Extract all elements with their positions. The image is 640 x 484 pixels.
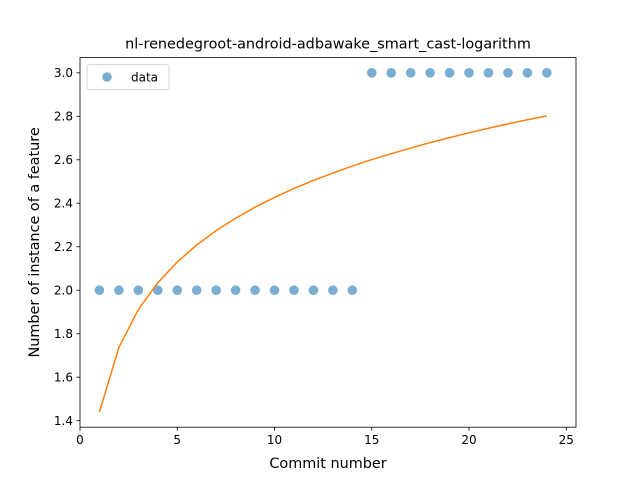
y-axis-ticks: 1.4 1.6 1.8 2.0 2.2 2.4 2.6 2.8 3.0: [54, 66, 80, 428]
legend-marker-data: [102, 72, 112, 82]
data-point: [94, 285, 105, 296]
x-tick-label: 20: [461, 433, 476, 447]
legend-label-data: data: [131, 71, 158, 85]
data-point: [483, 68, 494, 78]
data-point: [269, 285, 280, 296]
fit-line-series: [98, 115, 547, 413]
y-tick-label: 2.4: [54, 197, 73, 211]
data-point: [347, 285, 358, 296]
y-tick-label: 3.0: [54, 66, 73, 80]
data-point: [133, 285, 144, 296]
fit-line: [98, 115, 547, 413]
data-point: [425, 68, 435, 78]
data-point: [366, 68, 377, 78]
y-tick-label: 2.0: [54, 284, 73, 298]
data-point: [250, 285, 260, 296]
data-point: [405, 68, 416, 78]
chart-title: nl-renedegroot-android-adbawake_smart_ca…: [125, 37, 531, 53]
y-tick-label: 1.4: [54, 414, 73, 428]
y-axis-label: Number of instance of a feature: [27, 127, 43, 357]
data-point: [172, 285, 183, 296]
x-tick-label: 15: [364, 433, 379, 447]
scatter-series: [94, 68, 552, 296]
legend: data: [86, 64, 170, 90]
x-axis-ticks: 0 5 10 15 20 25: [76, 427, 574, 447]
data-point: [328, 285, 338, 296]
legend-box: [86, 64, 170, 90]
data-point: [542, 68, 552, 78]
data-point: [114, 285, 124, 296]
x-tick-label: 25: [559, 433, 574, 447]
y-tick-label: 1.8: [54, 327, 73, 341]
data-point: [289, 285, 299, 296]
data-point: [308, 285, 319, 296]
data-point: [464, 68, 474, 78]
data-point: [211, 285, 221, 296]
data-point: [386, 68, 397, 78]
data-point: [444, 68, 455, 78]
y-tick-label: 2.8: [54, 110, 73, 124]
x-tick-label: 10: [267, 433, 282, 447]
x-tick-label: 5: [173, 433, 181, 447]
data-point: [503, 68, 513, 78]
x-tick-label: 0: [76, 433, 84, 447]
data-point: [191, 285, 202, 296]
y-tick-label: 2.6: [54, 153, 73, 167]
data-point: [522, 68, 533, 78]
plot-area-frame: [79, 57, 577, 428]
data-point: [153, 285, 163, 296]
data-point: [230, 285, 241, 296]
y-tick-label: 1.6: [54, 370, 73, 384]
x-axis-label: Commit number: [269, 456, 386, 472]
y-tick-label: 2.2: [54, 240, 73, 254]
